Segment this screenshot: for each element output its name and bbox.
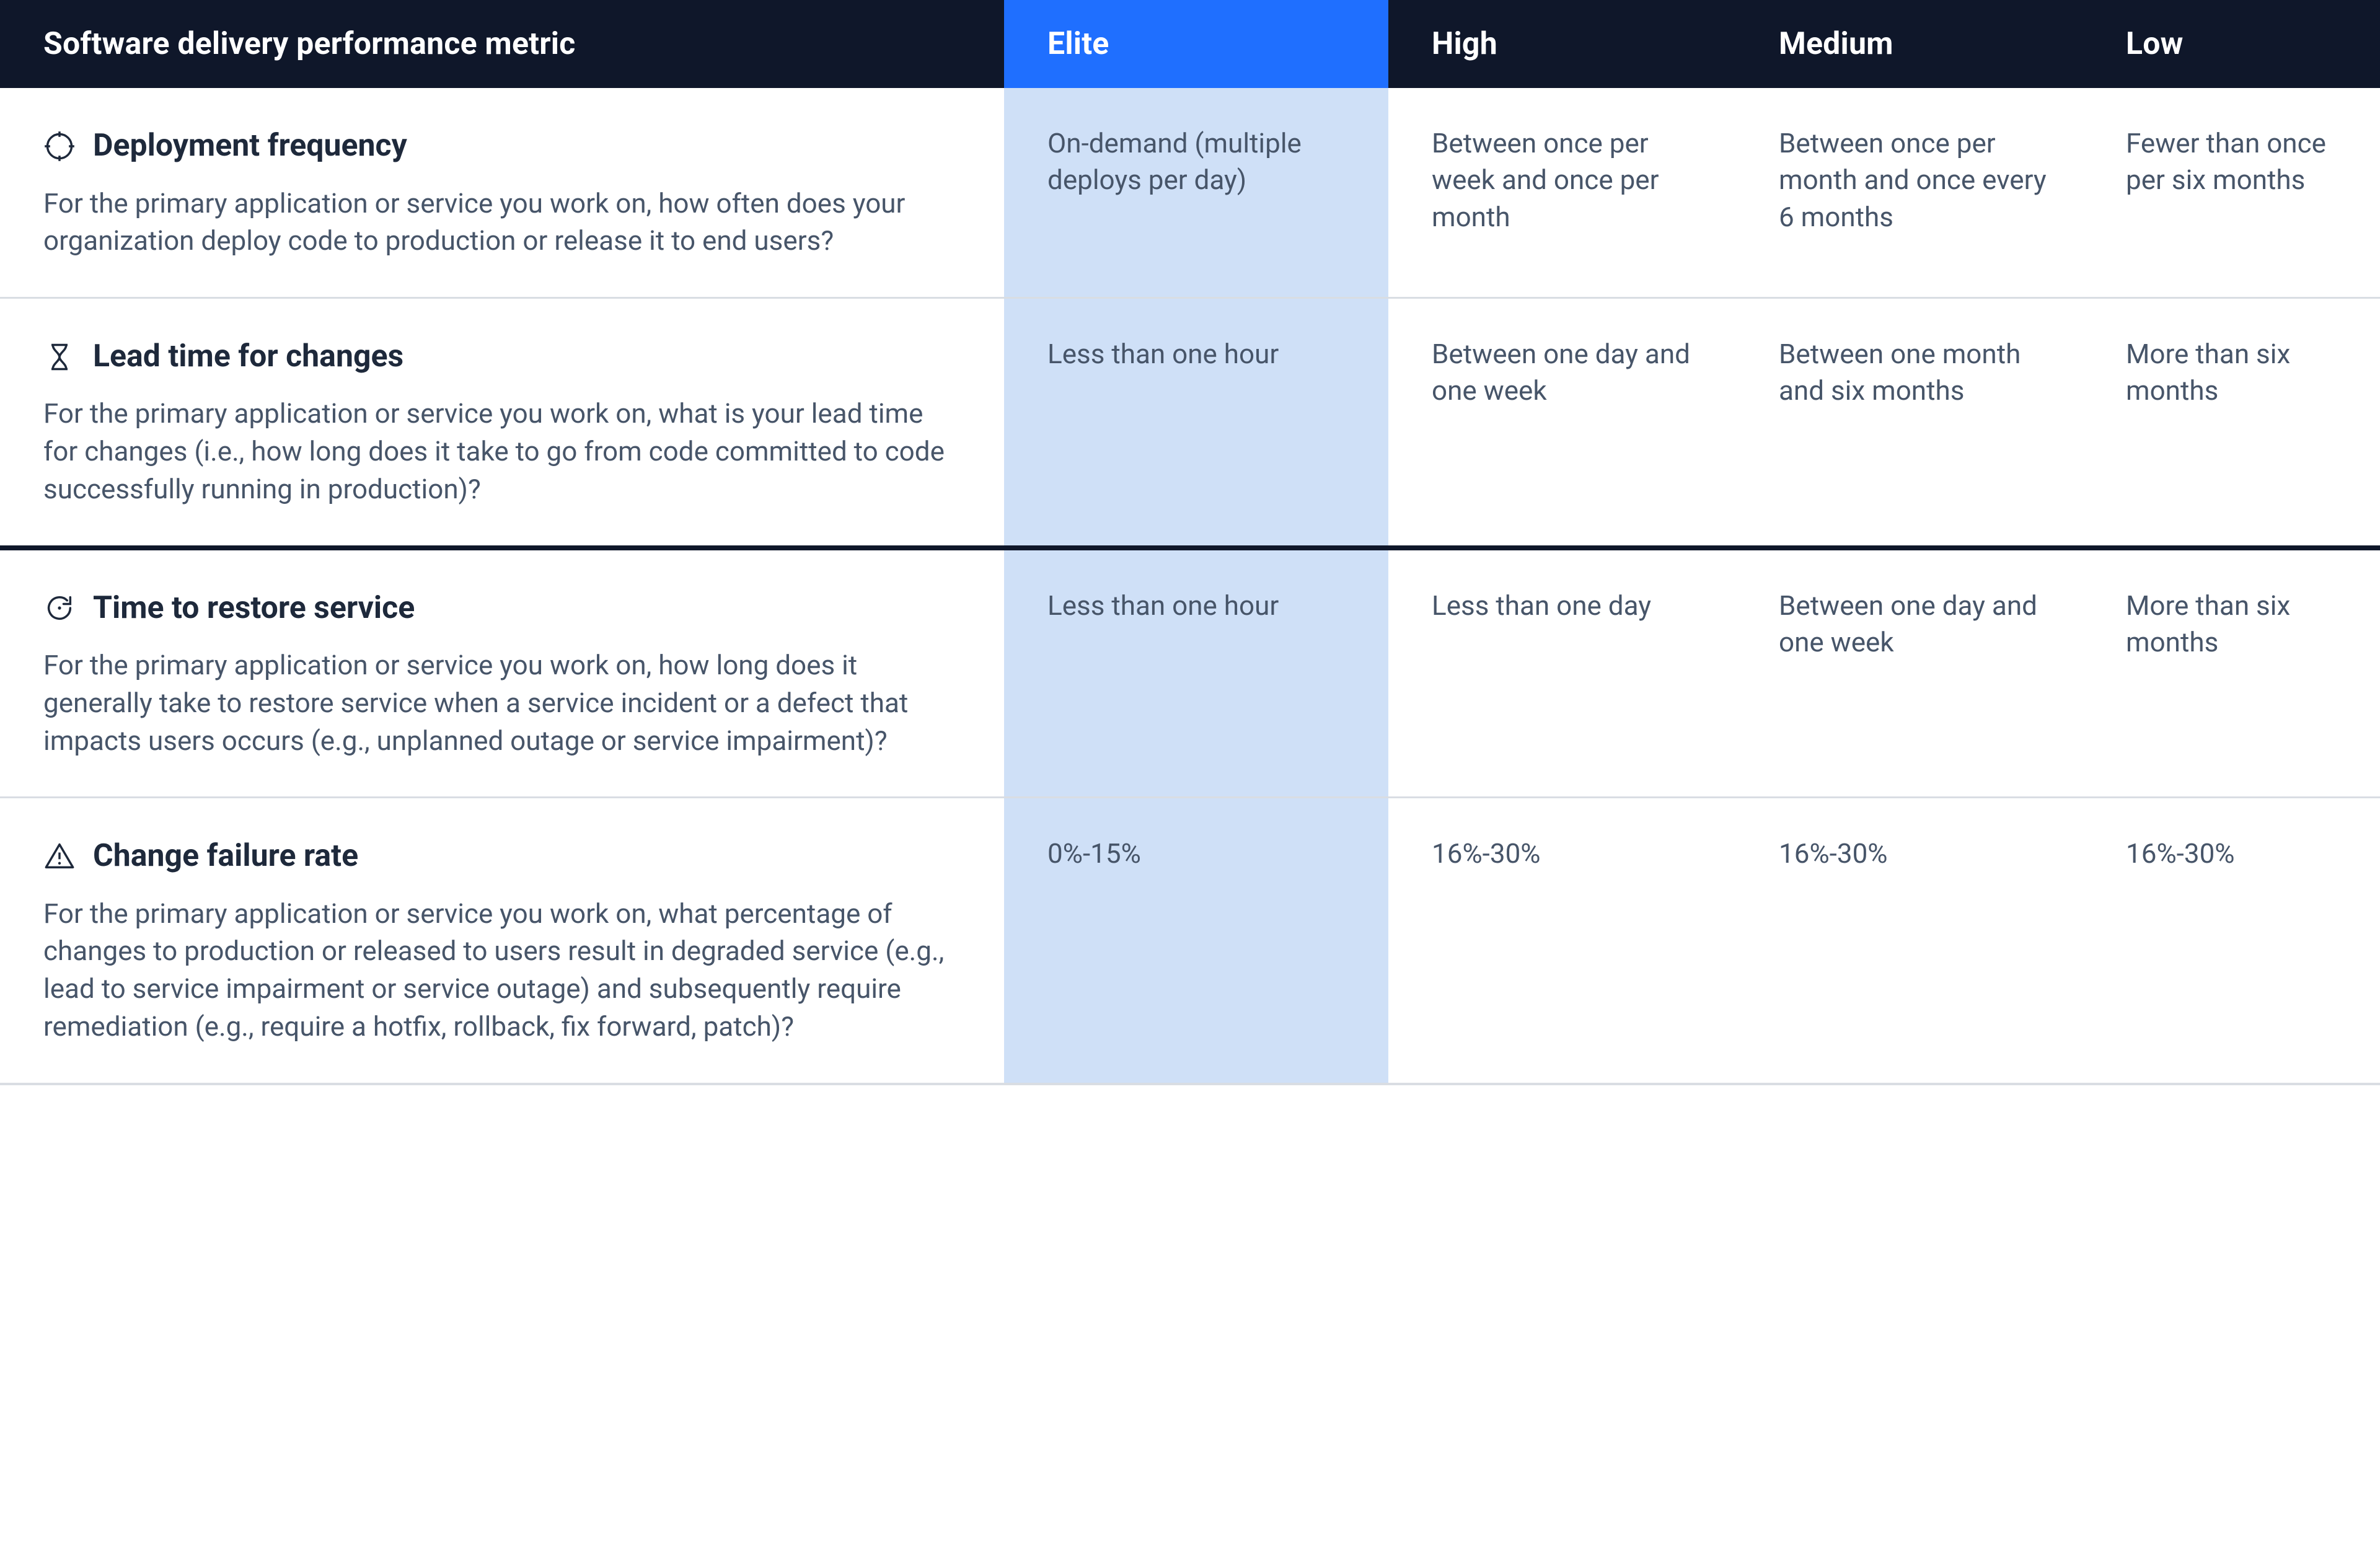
col-header-high: High xyxy=(1388,0,1735,88)
restore-icon xyxy=(43,592,76,624)
metric-title: Deployment frequency xyxy=(93,125,407,167)
hourglass-icon xyxy=(43,341,76,373)
warning-icon xyxy=(43,840,76,873)
metric-description: For the primary application or service y… xyxy=(43,185,961,260)
cell-medium: 16%-30% xyxy=(1735,798,2082,1084)
col-header-elite: Elite xyxy=(1004,0,1388,88)
table-header: Software delivery performance metric Eli… xyxy=(0,0,2380,88)
cell-elite: On-demand (multiple deploys per day) xyxy=(1004,88,1388,297)
metric-cell: Change failure rate For the primary appl… xyxy=(0,798,1004,1084)
cell-low: Fewer than once per six months xyxy=(2082,88,2380,297)
table-row: Lead time for changes For the primary ap… xyxy=(0,297,2380,547)
metric-cell: Lead time for changes For the primary ap… xyxy=(0,297,1004,547)
cell-low: 16%-30% xyxy=(2082,798,2380,1084)
cell-high: 16%-30% xyxy=(1388,798,1735,1084)
table-row: Change failure rate For the primary appl… xyxy=(0,798,2380,1084)
metric-cell: Time to restore service For the primary … xyxy=(0,548,1004,798)
performance-metrics-table-container: Software delivery performance metric Eli… xyxy=(0,0,2380,1110)
performance-metrics-table: Software delivery performance metric Eli… xyxy=(0,0,2380,1085)
col-header-metric: Software delivery performance metric xyxy=(0,0,1004,88)
metric-title: Change failure rate xyxy=(93,835,358,878)
cell-medium: Between one month and six months xyxy=(1735,297,2082,547)
cell-medium: Between one day and one week xyxy=(1735,548,2082,798)
metric-description: For the primary application or service y… xyxy=(43,395,961,508)
cell-medium: Between once per month and once every 6 … xyxy=(1735,88,2082,297)
cell-high: Between one day and one week xyxy=(1388,297,1735,547)
cell-elite: 0%-15% xyxy=(1004,798,1388,1084)
col-header-medium: Medium xyxy=(1735,0,2082,88)
metric-cell: Deployment frequency For the primary app… xyxy=(0,88,1004,297)
cell-elite: Less than one hour xyxy=(1004,548,1388,798)
table-row: Time to restore service For the primary … xyxy=(0,548,2380,798)
metric-title: Lead time for changes xyxy=(93,336,403,378)
cell-high: Less than one day xyxy=(1388,548,1735,798)
col-header-low: Low xyxy=(2082,0,2380,88)
cell-high: Between once per week and once per month xyxy=(1388,88,1735,297)
cell-low: More than six months xyxy=(2082,548,2380,798)
cell-elite: Less than one hour xyxy=(1004,297,1388,547)
metric-title: Time to restore service xyxy=(93,588,415,630)
metric-description: For the primary application or service y… xyxy=(43,895,961,1046)
cell-low: More than six months xyxy=(2082,297,2380,547)
target-icon xyxy=(43,130,76,162)
metric-description: For the primary application or service y… xyxy=(43,646,961,759)
table-row: Deployment frequency For the primary app… xyxy=(0,88,2380,297)
